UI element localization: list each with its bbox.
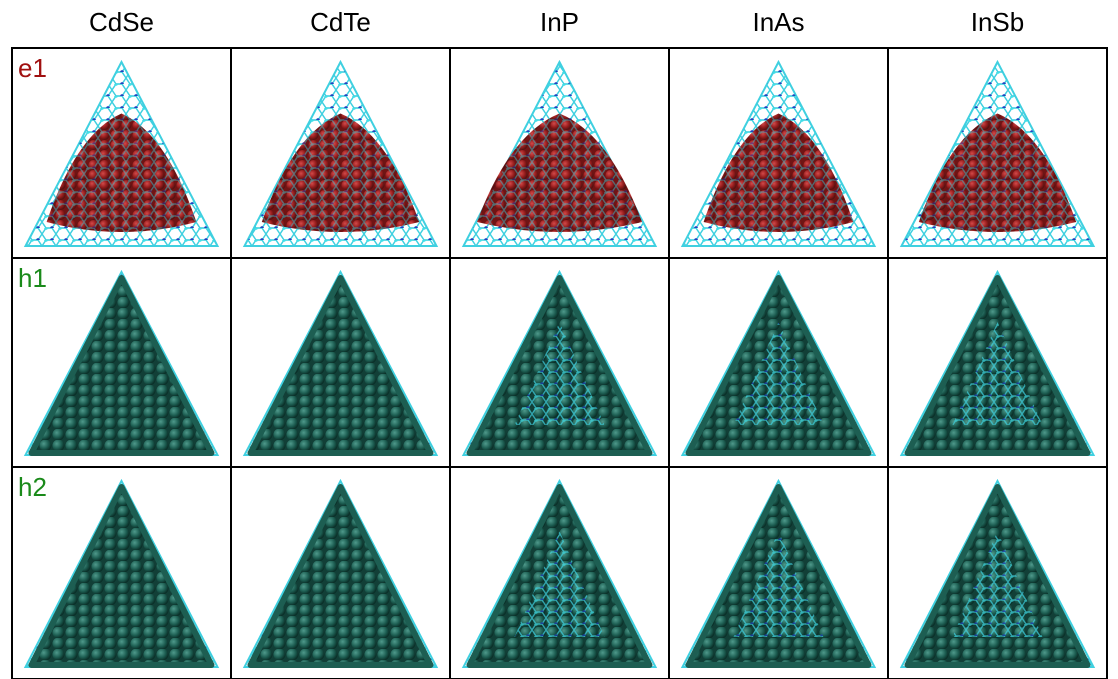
column-header: CdSe (89, 7, 154, 37)
column-header: CdTe (310, 7, 371, 37)
row-label: h1 (18, 263, 47, 293)
cell-image (231, 467, 450, 679)
row-label: h2 (18, 472, 47, 502)
cell-image (669, 48, 888, 258)
cell-image (450, 258, 669, 467)
column-header: InP (540, 7, 579, 37)
cell-image (888, 48, 1107, 258)
row-label: e1 (18, 53, 47, 83)
cell-image (888, 467, 1107, 679)
figure: CdSe CdTe InP InAs InSb e1 h1 h2 (0, 0, 1118, 679)
column-header: InSb (971, 7, 1025, 37)
cell-image (669, 258, 888, 467)
cell-image (669, 467, 888, 679)
cell-image (450, 467, 669, 679)
cell-image (888, 258, 1107, 467)
cell-image (231, 48, 450, 258)
cell-image (231, 258, 450, 467)
cell-image (450, 48, 669, 258)
column-header: InAs (752, 7, 804, 37)
